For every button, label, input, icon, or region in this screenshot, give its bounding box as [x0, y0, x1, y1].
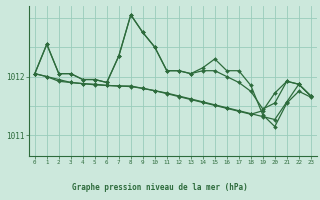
Text: Graphe pression niveau de la mer (hPa): Graphe pression niveau de la mer (hPa)	[72, 183, 248, 192]
